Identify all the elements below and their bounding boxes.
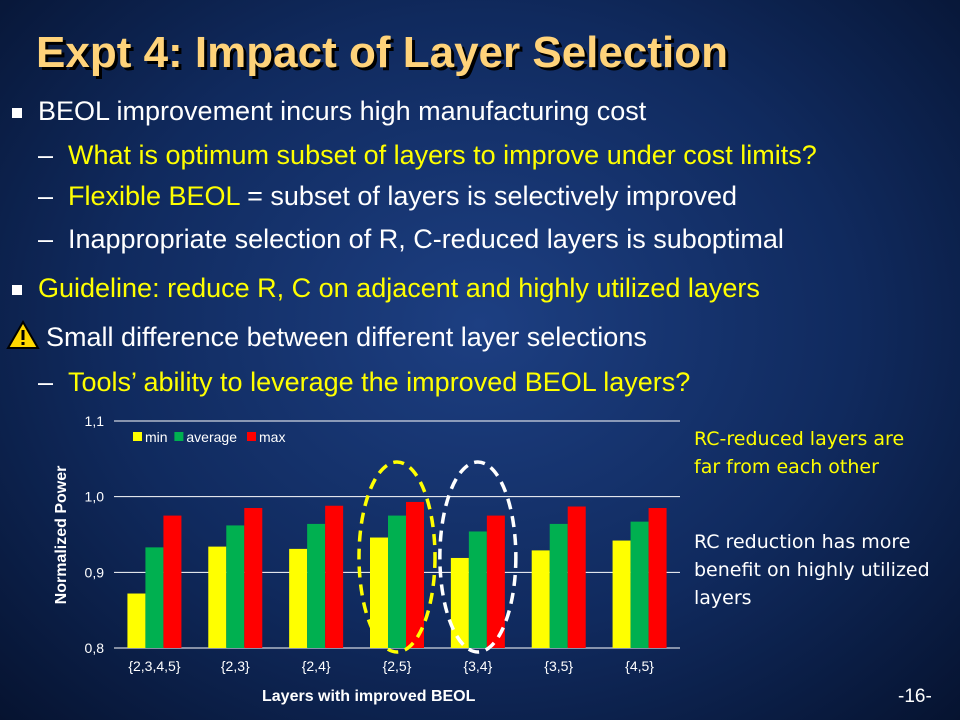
bar-max xyxy=(648,508,667,648)
x-tick-label: {2,3,4,5} xyxy=(128,658,180,674)
bar-min xyxy=(531,550,550,648)
bar-max xyxy=(567,506,586,648)
page-number: -16- xyxy=(898,686,932,707)
bar-average xyxy=(226,525,245,648)
bullet-marker xyxy=(12,108,22,118)
subbullet-text: Inappropriate selection of R, C-reduced … xyxy=(68,224,784,254)
bar-average xyxy=(468,531,487,648)
y-tick-label: 0,9 xyxy=(85,564,105,580)
x-tick-label: {3,5} xyxy=(544,658,573,674)
bar-max xyxy=(486,515,505,648)
x-tick-label: {2,5} xyxy=(383,658,412,674)
bar-max xyxy=(406,501,424,648)
subbullet-text: Tools’ ability to leverage the improved … xyxy=(68,367,691,397)
note-line: layers xyxy=(694,587,752,609)
normalized-power-bar-chart: 0,8 0,9 1,0 1,1 {2,3,4,5} {2,3} {2,4} {2,5} {3,4… xyxy=(85,413,680,674)
bullet-small-difference: Small difference between different layer… xyxy=(46,322,647,352)
bar-min xyxy=(450,557,469,648)
note-line: benefit on highly utilized xyxy=(694,559,930,581)
bar-average xyxy=(549,523,568,648)
highlight-ellipse xyxy=(438,460,518,654)
bar-average xyxy=(630,521,649,648)
x-tick-label: {2,4} xyxy=(302,658,331,674)
y-axis-label: Normalized Power xyxy=(53,465,70,605)
note-far-layers: RC-reduced layers are far from each othe… xyxy=(694,425,904,481)
warning-icon xyxy=(6,320,40,349)
bullet-marker xyxy=(12,285,22,295)
note-line: RC reduction has more xyxy=(694,531,911,553)
x-tick-label: {3,4} xyxy=(463,658,492,674)
flexible-beol-term: Flexible BEOL xyxy=(68,181,240,211)
x-axis-label: Layers with improved BEOL xyxy=(262,688,476,705)
y-tick-label: 0,8 xyxy=(85,640,105,656)
bullet-guideline: Guideline: reduce R, C on adjacent and h… xyxy=(38,273,760,303)
legend-label-average: average xyxy=(186,429,237,445)
bar-min xyxy=(208,546,227,648)
dash-marker: – xyxy=(38,367,54,397)
note-line: RC-reduced layers are xyxy=(694,428,905,450)
bar-min xyxy=(127,593,146,648)
slide-title: Expt 4: Impact of Layer Selection xyxy=(36,28,728,77)
subbullet-inappropriate-selection: – Inappropriate selection of R, C-reduced… xyxy=(38,224,784,255)
bar-average xyxy=(307,523,326,648)
note-line: far from each other xyxy=(694,456,879,478)
bar-average xyxy=(145,547,164,648)
y-tick-label: 1,0 xyxy=(85,489,105,505)
legend-label-max: max xyxy=(259,429,285,445)
subbullet-text: What is optimum subset of layers to impr… xyxy=(68,140,817,170)
bar-max xyxy=(244,508,263,648)
legend-label-min: min xyxy=(145,429,168,445)
bar-min xyxy=(612,540,631,648)
legend-swatch-average xyxy=(174,432,184,441)
dash-marker: – xyxy=(38,140,54,170)
dash-marker: – xyxy=(38,181,54,211)
note-highly-utilized: RC reduction has more benefit on highly … xyxy=(694,528,930,612)
bar-min xyxy=(370,537,388,648)
subbullet-flexible-beol: – Flexible BEOL = subset of layers is sel… xyxy=(38,181,737,212)
x-tick-label: {4,5} xyxy=(625,658,654,674)
highlight-ellipse xyxy=(357,460,437,654)
y-tick-label: 1,1 xyxy=(85,413,105,429)
x-tick-label: {2,3} xyxy=(221,658,250,674)
dash-marker: – xyxy=(38,224,54,254)
bar-min xyxy=(289,548,308,648)
bar-max xyxy=(163,515,182,648)
bar-max xyxy=(325,505,344,648)
subbullet-tools-ability: – Tools’ ability to leverage the improved… xyxy=(38,367,690,398)
subbullet-optimum-subset: – What is optimum subset of layers to imp… xyxy=(38,140,817,171)
flexible-beol-definition: = subset of layers is selectively improv… xyxy=(239,181,738,211)
bullet-beol-cost: BEOL improvement incurs high manufacturi… xyxy=(38,96,647,126)
legend-swatch-min xyxy=(133,432,142,441)
bar-average xyxy=(388,515,406,648)
legend-swatch-max xyxy=(247,432,256,441)
